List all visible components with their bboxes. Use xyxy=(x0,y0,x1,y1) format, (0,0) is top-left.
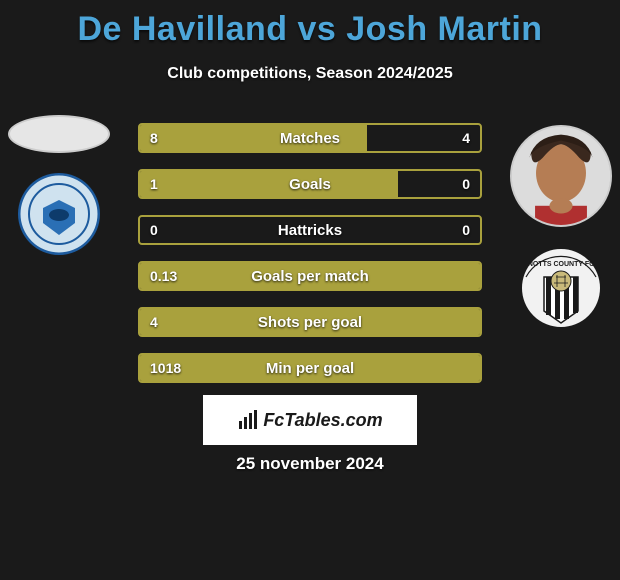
stat-label: Shots per goal xyxy=(140,309,480,335)
stat-label: Hattricks xyxy=(140,217,480,243)
stat-row: 4Shots per goal xyxy=(138,307,482,337)
svg-text:NOTTS COUNTY FC: NOTTS COUNTY FC xyxy=(528,261,594,268)
stat-label: Min per goal xyxy=(140,355,480,381)
stat-label: Matches xyxy=(140,125,480,151)
date-line: 25 november 2024 xyxy=(0,454,620,474)
stat-row: 1Goals0 xyxy=(138,169,482,199)
stats-bars: 8Matches41Goals00Hattricks00.13Goals per… xyxy=(138,123,482,399)
stat-row: 8Matches4 xyxy=(138,123,482,153)
stat-value-right: 0 xyxy=(462,171,470,197)
fctables-logo-icon xyxy=(237,409,259,431)
player-left-club-badge xyxy=(18,173,100,255)
stat-row: 0Hattricks0 xyxy=(138,215,482,245)
fctables-text: FcTables.com xyxy=(263,410,382,431)
stat-value-right: 0 xyxy=(462,217,470,243)
stat-row: 1018Min per goal xyxy=(138,353,482,383)
stat-value-right: 4 xyxy=(462,125,470,151)
player-left-panel xyxy=(8,115,110,255)
page-title: De Havilland vs Josh Martin xyxy=(0,0,620,49)
stat-label: Goals per match xyxy=(140,263,480,289)
fctables-badge[interactable]: FcTables.com xyxy=(203,395,417,445)
stat-label: Goals xyxy=(140,171,480,197)
subtitle: Club competitions, Season 2024/2025 xyxy=(0,65,620,83)
player-right-panel: NOTTS COUNTY FC xyxy=(510,125,612,329)
player-left-avatar-placeholder xyxy=(8,115,110,153)
stat-row: 0.13Goals per match xyxy=(138,261,482,291)
player-right-avatar xyxy=(510,125,612,227)
player-right-club-badge: NOTTS COUNTY FC xyxy=(520,247,602,329)
